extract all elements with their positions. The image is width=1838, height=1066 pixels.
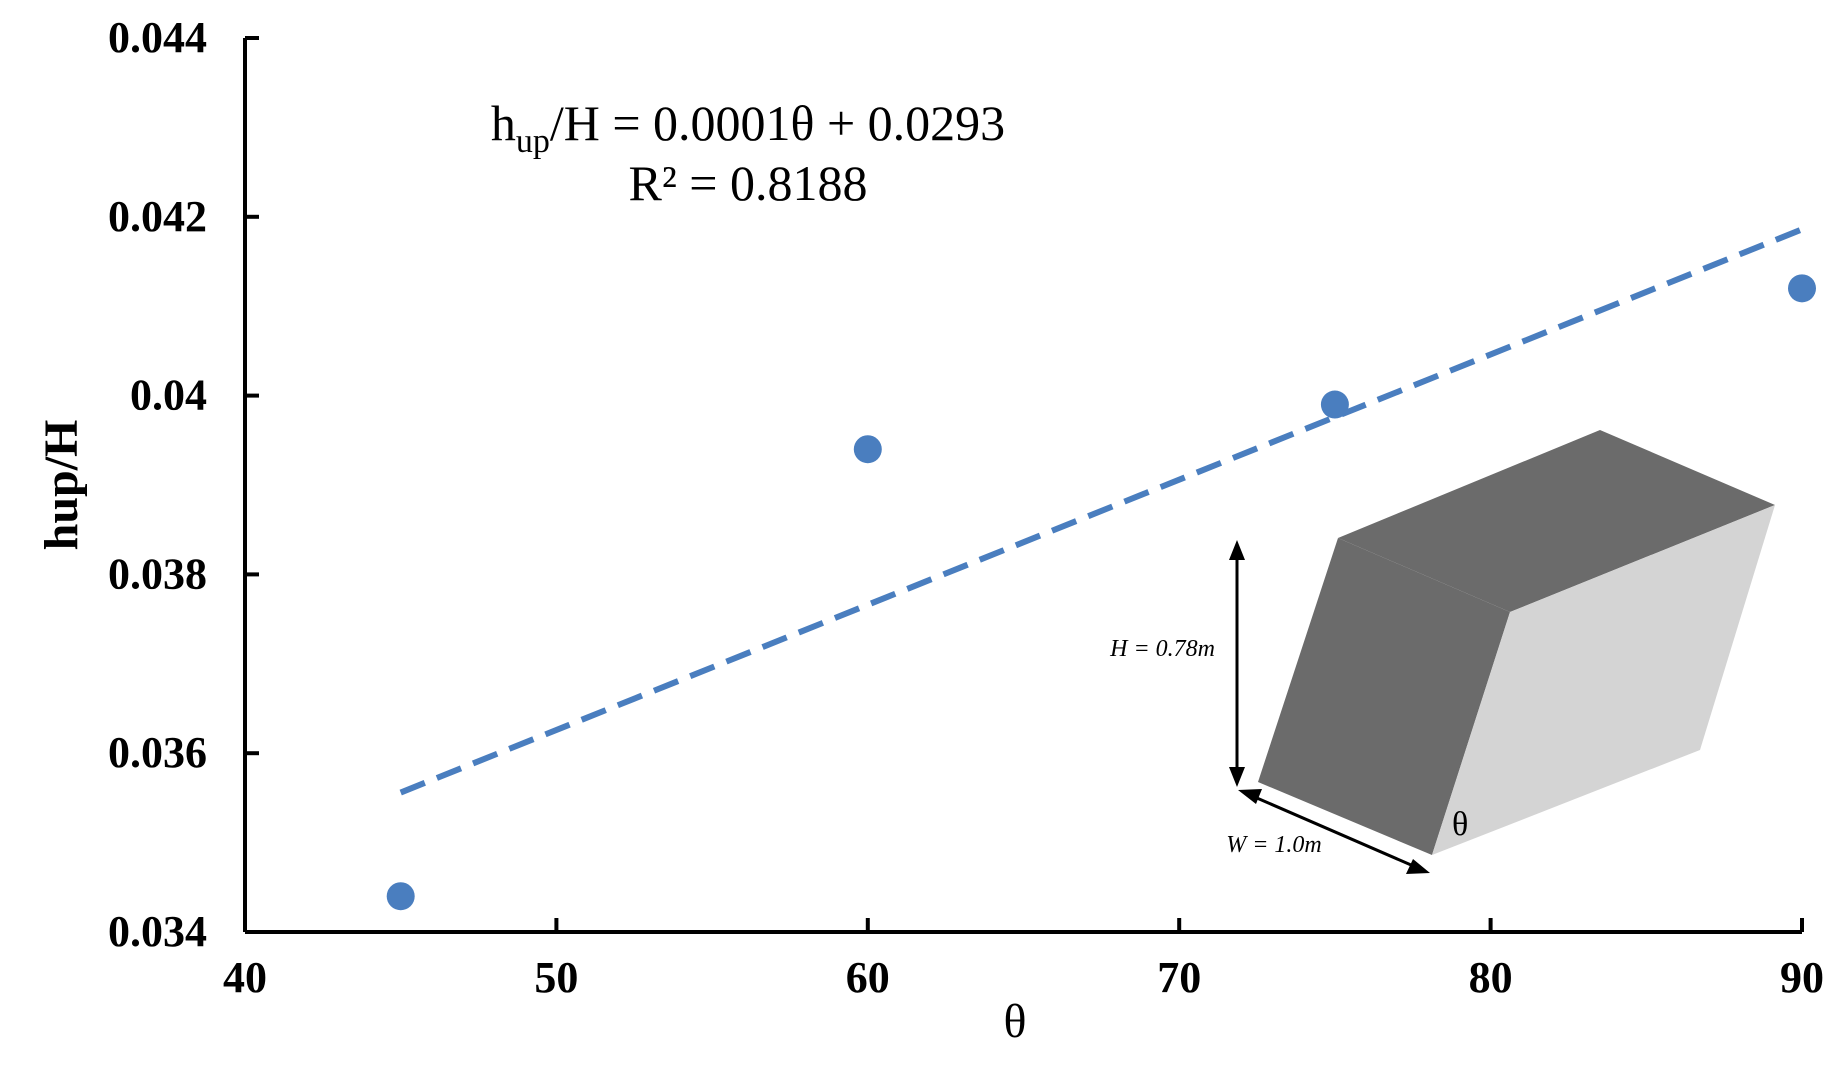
x-tick-label: 50 <box>534 953 578 1002</box>
inset-prism-front-face <box>1258 538 1510 855</box>
y-ticks: 0.034 0.036 0.038 0.04 0.042 0.044 <box>108 13 259 956</box>
r-squared: R² = 0.8188 <box>628 155 867 211</box>
inset-width-label: W = 1.0m <box>1226 832 1322 858</box>
equation-rhs: /H = 0.0001θ + 0.0293 <box>550 95 1005 151</box>
x-tick-label: 70 <box>1157 953 1201 1002</box>
y-tick-label: 0.038 <box>108 549 207 598</box>
data-point <box>853 435 882 464</box>
data-point <box>1320 390 1349 419</box>
inset-height-label: H = 0.78m <box>1109 636 1215 662</box>
y-tick-label: 0.036 <box>108 728 207 777</box>
width-arrow <box>1238 789 1430 874</box>
inset-prism-side-face <box>1432 505 1775 855</box>
inset-angle-label: θ <box>1452 806 1468 843</box>
trend-equation: hup/H = 0.0001θ + 0.0293 <box>491 95 1005 160</box>
inset-prism-top-face <box>1338 430 1775 612</box>
data-point <box>386 882 415 911</box>
y-tick-label: 0.034 <box>108 907 207 956</box>
axes <box>243 38 1802 934</box>
data-point <box>1788 274 1816 303</box>
y-tick-label: 0.044 <box>108 13 207 62</box>
equation-lhs-sub: up <box>516 123 550 160</box>
y-axis-label: hup/H <box>35 420 88 551</box>
trendline <box>399 226 1804 796</box>
data-points <box>386 274 1816 911</box>
x-tick-label: 40 <box>223 953 267 1002</box>
x-axis-label: θ <box>1004 995 1027 1048</box>
x-tick-label: 80 <box>1469 953 1513 1002</box>
x-tick-label: 60 <box>846 953 890 1002</box>
x-ticks: 40 50 60 70 80 90 <box>223 918 1824 1002</box>
height-arrow <box>1229 540 1245 787</box>
equation-lhs-main: h <box>491 95 516 151</box>
inset-prism-diagram: H = 0.78m W = 1.0m θ <box>1109 430 1775 874</box>
y-tick-label: 0.04 <box>130 371 207 420</box>
x-tick-label: 90 <box>1780 953 1824 1002</box>
y-tick-label: 0.042 <box>108 192 207 241</box>
